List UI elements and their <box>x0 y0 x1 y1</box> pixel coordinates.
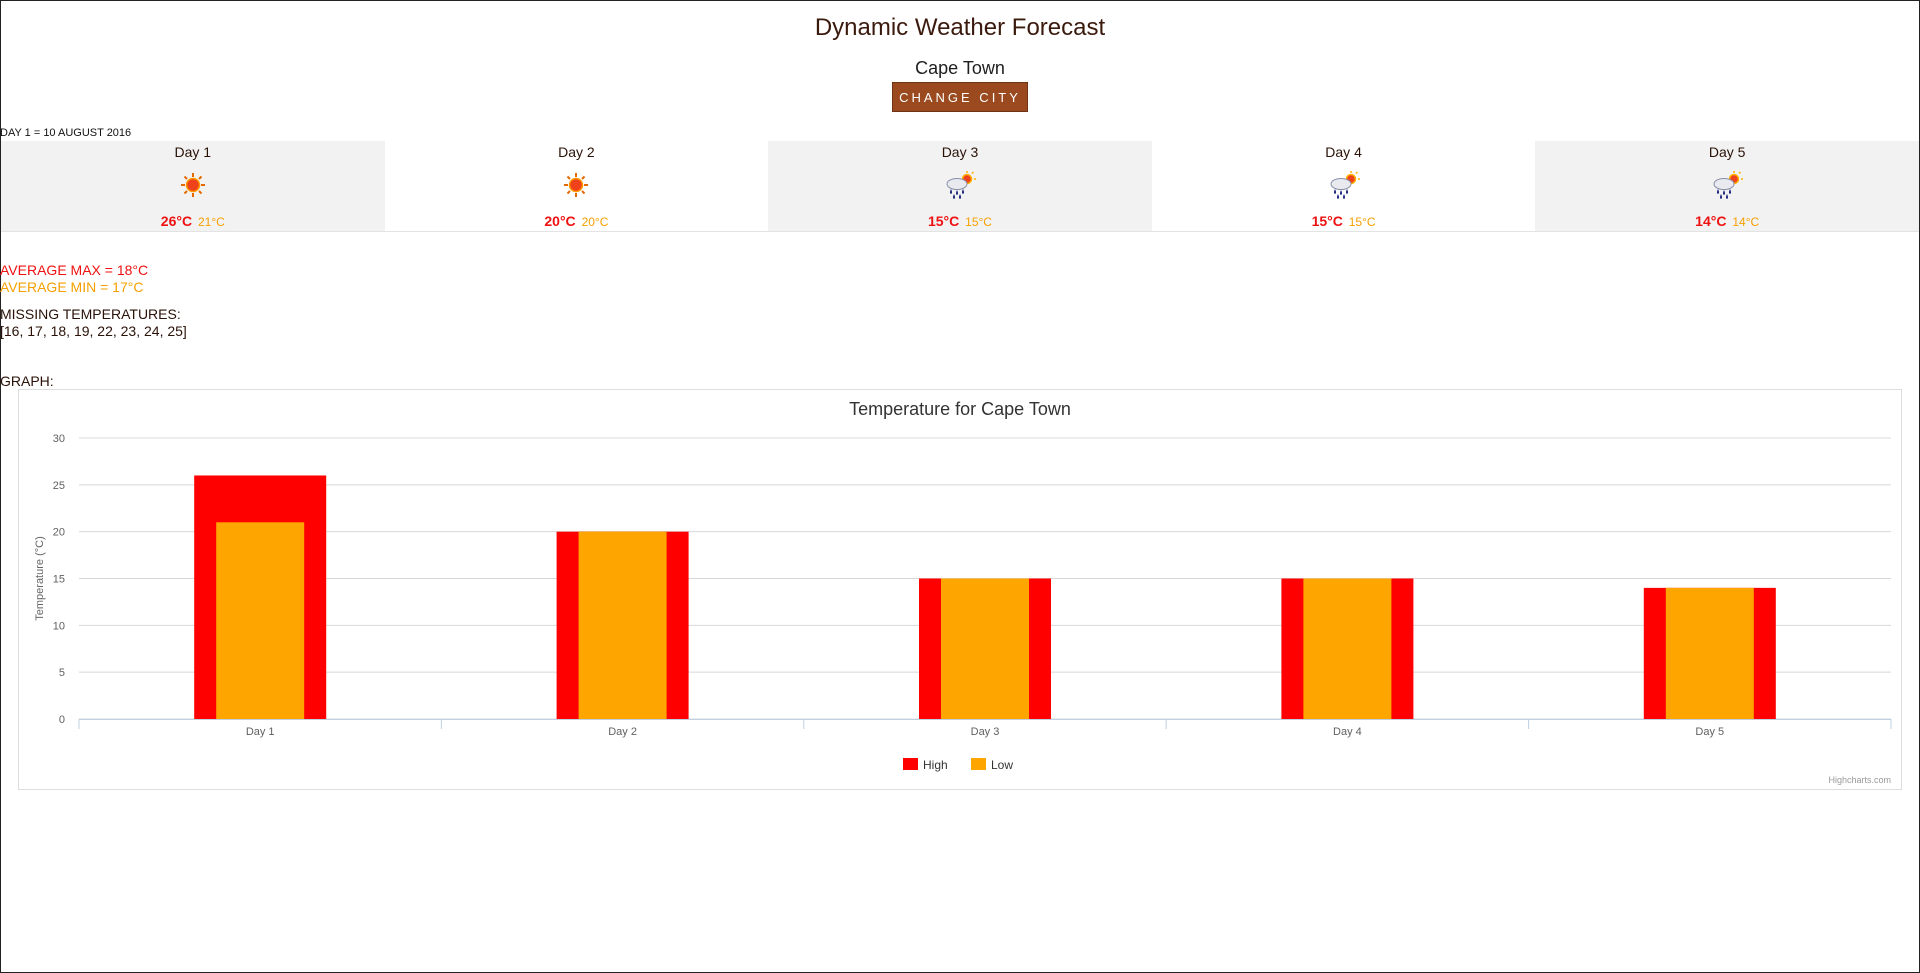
rain-cloud-sun-icon <box>1327 170 1361 200</box>
y-tick-label: 10 <box>53 620 65 632</box>
bar-low <box>1303 578 1392 719</box>
average-max: AVERAGE MAX = 18°C <box>0 262 149 278</box>
forecast-day: Day 4 15°C 15°C <box>1151 141 1536 232</box>
legend-label-low: Low <box>991 758 1013 772</box>
forecast-temps: 15°C 15°C <box>768 213 1152 229</box>
bar-low <box>578 531 667 719</box>
average-min: AVERAGE MIN = 17°C <box>0 279 144 295</box>
legend-swatch-high <box>903 758 918 770</box>
forecast-day-label: Day 3 <box>941 144 979 160</box>
x-tick-label: Day 5 <box>1695 726 1724 738</box>
low-temp: 20°C <box>581 215 609 229</box>
low-temp: 15°C <box>1348 215 1376 229</box>
legend-swatch-low <box>971 758 986 770</box>
rain-cloud-sun-icon <box>943 170 977 200</box>
low-temp: 15°C <box>965 215 992 229</box>
bar-low <box>941 578 1029 719</box>
y-axis-label: Temperature (°C) <box>34 536 46 620</box>
high-temp: 15°C <box>1311 213 1343 229</box>
x-tick-label: Day 3 <box>971 726 1000 738</box>
forecast-temps: 20°C 20°C <box>385 213 769 229</box>
forecast-strip: Day 1 26°C 21°C Day 2 <box>1 141 1919 232</box>
rain-cloud-sun-icon <box>1710 170 1744 200</box>
city-name: Cape Town <box>915 58 1005 78</box>
low-temp: 14°C <box>1732 215 1760 229</box>
forecast-day: Day 2 20°C 20°C <box>384 141 769 232</box>
y-tick-label: 30 <box>53 433 65 445</box>
forecast-day: Day 1 26°C 21°C <box>1 141 385 232</box>
legend-label-high: High <box>923 758 948 772</box>
chart-title: Temperature for Cape Town <box>849 399 1071 419</box>
y-tick-label: 0 <box>59 714 65 726</box>
page-title: Dynamic Weather Forecast <box>814 14 1106 41</box>
forecast-day-label: Day 1 <box>174 144 212 160</box>
y-tick-label: 5 <box>59 667 65 679</box>
graph-label: GRAPH: <box>0 373 54 389</box>
x-tick-label: Day 2 <box>608 726 637 738</box>
x-tick-label: Day 1 <box>246 726 275 738</box>
missing-temperatures-values: [16, 17, 18, 19, 22, 23, 24, 25] <box>0 323 187 339</box>
high-temp: 15°C <box>927 213 960 229</box>
forecast-day-label: Day 5 <box>1708 144 1746 160</box>
y-tick-label: 15 <box>53 574 65 586</box>
bar-low <box>216 522 305 719</box>
credits-label: Highcharts.com <box>1828 775 1891 785</box>
low-temp: 21°C <box>197 215 225 229</box>
high-temp: 26°C <box>160 213 193 229</box>
y-tick-label: 20 <box>53 527 65 539</box>
temperature-chart: Temperature for Cape Town 0 5 10 15 20 25 30 Tem… <box>18 389 1902 790</box>
day-reference-note: DAY 1 = 10 AUGUST 2016 <box>0 127 132 139</box>
forecast-temps: 15°C 15°C <box>1152 213 1536 229</box>
chart-svg: Temperature for Cape Town 0 5 10 15 20 25 30 Tem… <box>34 399 1892 785</box>
missing-temperatures-label: MISSING TEMPERATURES: <box>0 306 181 322</box>
forecast-day-label: Day 2 <box>558 144 595 160</box>
forecast-day: Day 5 14°C 14°C <box>1535 141 1919 232</box>
y-tick-label: 25 <box>53 480 65 492</box>
sun-icon <box>176 170 210 200</box>
forecast-temps: 26°C 21°C <box>1 213 385 229</box>
forecast-day: Day 3 15°C 15°C <box>768 141 1152 232</box>
sun-icon <box>559 170 593 200</box>
forecast-temps: 14°C 14°C <box>1535 213 1919 229</box>
change-city-button[interactable]: CHANGE CITY <box>892 82 1028 112</box>
high-temp: 20°C <box>544 213 576 229</box>
bar-low <box>1665 587 1754 719</box>
x-tick-label: Day 4 <box>1333 726 1362 738</box>
high-temp: 14°C <box>1695 213 1727 229</box>
forecast-day-label: Day 4 <box>1325 144 1362 160</box>
